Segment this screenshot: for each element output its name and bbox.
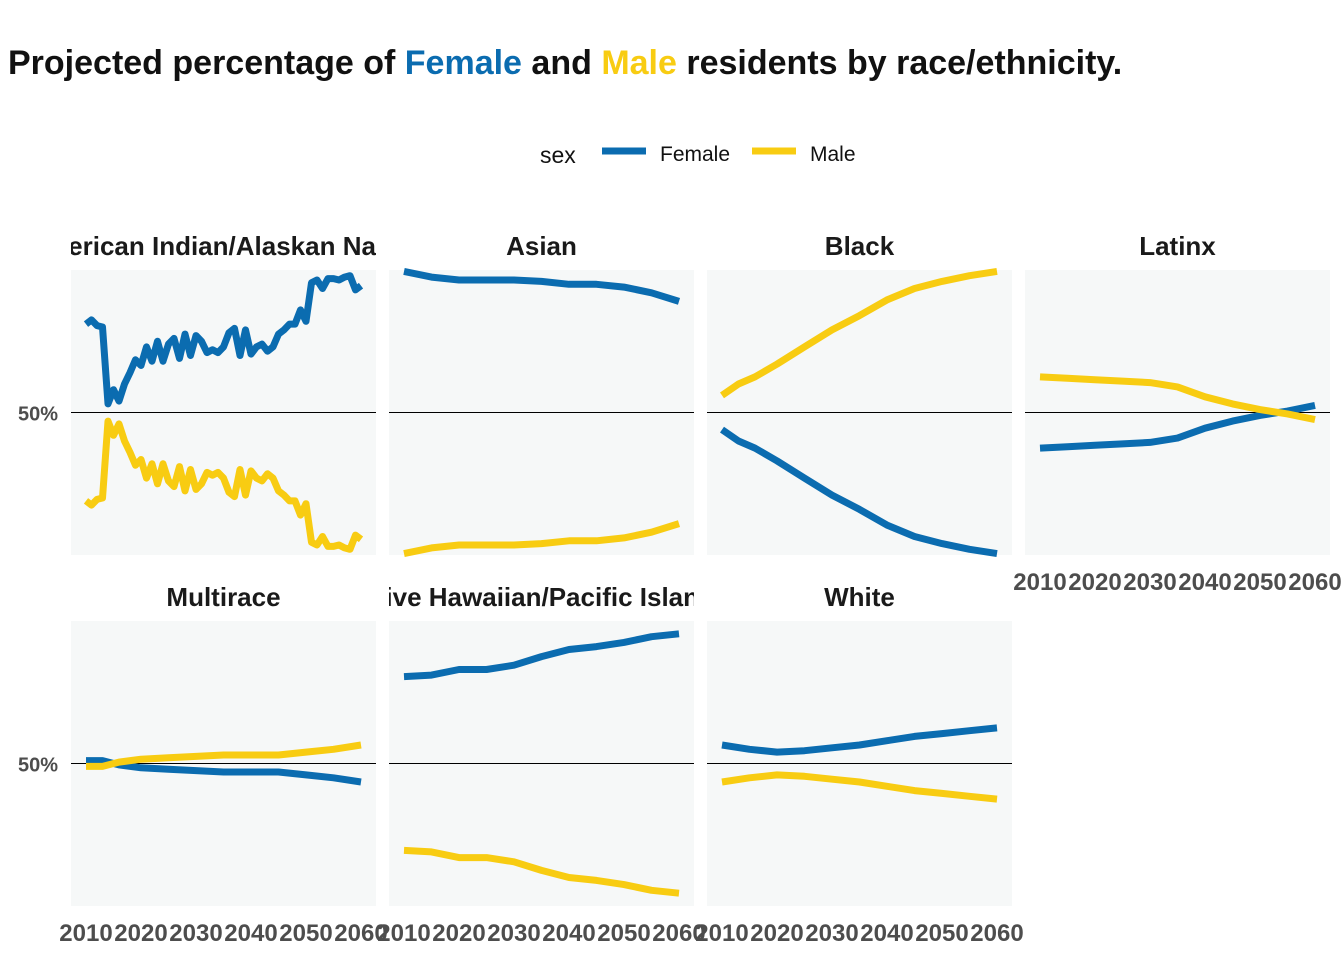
x-tick-label-2040: 2040 bbox=[224, 920, 277, 947]
title-part-2: and bbox=[521, 44, 602, 82]
legend-label-female: Female bbox=[660, 143, 730, 166]
x-tick-label-2040: 2040 bbox=[1178, 569, 1231, 596]
x-tick-label-2010: 2010 bbox=[695, 920, 748, 947]
x-tick-label-2050: 2050 bbox=[1233, 569, 1286, 596]
panel-white: White 2010 2020 2030 2040 2050 2060 bbox=[695, 582, 1023, 947]
title-part-1: Projected percentage of bbox=[8, 44, 405, 82]
x-tick-label-2040: 2040 bbox=[542, 920, 595, 947]
panel-native-hawaiian-pacific-islander: Native Hawaiian/Pacific Islander 2010 2020… bbox=[344, 582, 740, 947]
y-tick-label: 50% bbox=[18, 755, 58, 777]
series-line-male-black bbox=[720, 267, 998, 399]
series-line-female-native-hawaiian-pacific-islander bbox=[403, 630, 680, 681]
series-line-male-white bbox=[721, 771, 998, 803]
x-tick-label-2020: 2020 bbox=[1068, 569, 1121, 596]
legend-title: sex bbox=[540, 142, 576, 168]
y-tick-label: 50% bbox=[18, 404, 58, 426]
title-part-3: residents by race/ethnicity. bbox=[676, 44, 1123, 82]
strip-label-multirace: Multirace bbox=[166, 582, 280, 612]
strip-label-white: White bbox=[824, 582, 895, 612]
facet-panels: American Indian/Alaskan Native 50% Asian Bl… bbox=[18, 231, 1342, 947]
x-tick-label-2020: 2020 bbox=[432, 920, 485, 947]
panel-multirace: Multirace 50% 2010 2020 2030 2040 2050 2060 bbox=[18, 582, 388, 947]
legend: sex Female Male bbox=[540, 142, 856, 168]
x-tick-label-2010: 2010 bbox=[59, 920, 112, 947]
series-line-male-multirace bbox=[86, 741, 362, 770]
x-tick-label-2030: 2030 bbox=[1123, 569, 1176, 596]
x-tick-label-2050: 2050 bbox=[597, 920, 650, 947]
x-tick-label-2020: 2020 bbox=[750, 920, 803, 947]
x-tick-label-2030: 2030 bbox=[487, 920, 540, 947]
panel-asian: Asian bbox=[389, 231, 694, 558]
x-tick-label-2050: 2050 bbox=[279, 920, 332, 947]
legend-label-male: Male bbox=[810, 143, 856, 166]
series-line-male-native-hawaiian-pacific-islander bbox=[403, 846, 680, 897]
x-tick-label-2040: 2040 bbox=[860, 920, 913, 947]
x-tick-label-2060: 2060 bbox=[652, 920, 705, 947]
title-male: Male bbox=[601, 44, 677, 82]
series-line-female-black bbox=[720, 426, 998, 558]
chart-title: Projected percentage of Female and Male … bbox=[8, 44, 1122, 83]
series-line-male-american-indian-alaskan-native bbox=[83, 417, 364, 553]
strip-label-asian: Asian bbox=[506, 231, 577, 261]
series-line-female-american-indian-alaskan-native bbox=[83, 272, 364, 408]
x-tick-label-2060: 2060 bbox=[1288, 569, 1341, 596]
x-tick-label-2030: 2030 bbox=[169, 920, 222, 947]
strip-label-native-hawaiian-pacific-islander: Native Hawaiian/Pacific Islander bbox=[344, 582, 740, 612]
title-female: Female bbox=[404, 44, 522, 82]
series-line-female-white bbox=[721, 724, 998, 756]
panel-american-indian-alaskan-native: American Indian/Alaskan Native 50% bbox=[18, 231, 420, 555]
x-tick-label-2010: 2010 bbox=[1013, 569, 1066, 596]
series-line-male-asian bbox=[403, 520, 681, 558]
strip-label-american-indian-alaskan-native: American Indian/Alaskan Native bbox=[26, 231, 420, 261]
x-tick-label-2060: 2060 bbox=[970, 920, 1023, 947]
x-tick-label-2050: 2050 bbox=[915, 920, 968, 947]
x-tick-label-2010: 2010 bbox=[377, 920, 430, 947]
panel-black: Black bbox=[707, 231, 1012, 558]
strip-label-black: Black bbox=[825, 231, 895, 261]
x-tick-label-2020: 2020 bbox=[114, 920, 167, 947]
strip-label-latinx: Latinx bbox=[1139, 231, 1216, 261]
x-tick-label-2060: 2060 bbox=[334, 920, 387, 947]
series-line-female-asian bbox=[403, 267, 681, 305]
x-tick-label-2030: 2030 bbox=[805, 920, 858, 947]
panel-latinx: Latinx 2010 2020 2030 2040 2050 2060 bbox=[1013, 231, 1341, 596]
series-line-male-latinx bbox=[1039, 373, 1316, 424]
